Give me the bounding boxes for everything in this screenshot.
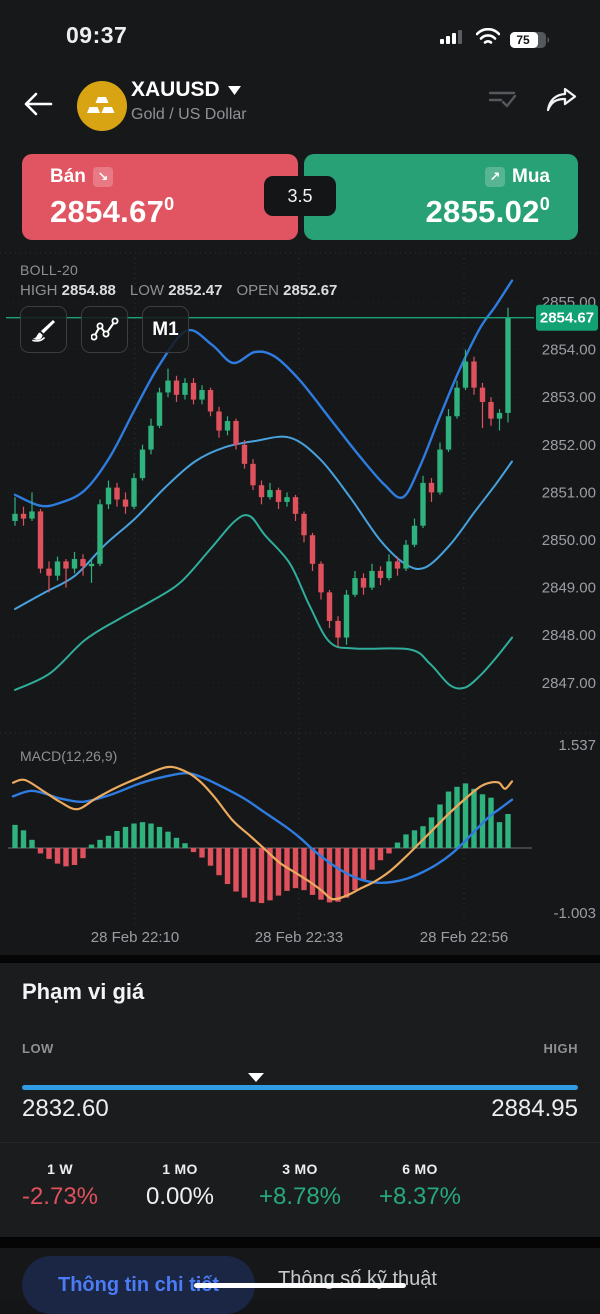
symbol-selector[interactable]: XAUUSD Gold / US Dollar — [131, 78, 247, 124]
indicator-label: BOLL-20 — [20, 262, 79, 278]
perf-3mo: 3 MO +8.78% — [258, 1161, 342, 1210]
range-high-label: HIGH — [543, 1041, 578, 1056]
back-button[interactable] — [16, 82, 60, 126]
range-low-value: 2832.60 — [22, 1095, 109, 1122]
bottom-tabs: Thông tin chi tiết Thông số kỹ thuật — [0, 1248, 600, 1314]
section-divider — [0, 1237, 600, 1248]
buy-arrow-icon: ↗ — [485, 167, 505, 187]
perf-6mo: 6 MO +8.37% — [378, 1161, 462, 1210]
home-indicator[interactable] — [194, 1283, 406, 1288]
buy-price: 2855.020 — [425, 194, 550, 229]
svg-text:2854.00: 2854.00 — [542, 342, 596, 359]
symbol-title: XAUUSD — [131, 78, 220, 101]
macd-label: MACD(12,26,9) — [20, 748, 118, 764]
svg-text:28 Feb 22:33: 28 Feb 22:33 — [255, 929, 343, 946]
svg-text:2850.00: 2850.00 — [542, 532, 596, 549]
price-chart[interactable]: 28 Feb 22:10 28 Feb 22:33 28 Feb 22:56 2855… — [0, 250, 600, 955]
svg-text:2852.00: 2852.00 — [542, 437, 596, 454]
svg-text:1.537: 1.537 — [558, 737, 596, 754]
polyline-icon — [90, 317, 118, 340]
chart-toolbar: M1 — [20, 306, 189, 353]
trade-row: Bán ↘ 2854.670 ↗ Mua 2855.020 3.5 — [0, 148, 600, 250]
wifi-icon — [475, 27, 501, 51]
price-range-slider[interactable] — [22, 1073, 578, 1090]
timeframe-button[interactable]: M1 — [142, 306, 189, 353]
share-icon[interactable] — [546, 86, 578, 119]
status-bar: 09:37 75 — [0, 0, 600, 64]
svg-text:28 Feb 22:10: 28 Feb 22:10 — [91, 929, 179, 946]
svg-text:28 Feb 22:56: 28 Feb 22:56 — [420, 929, 508, 946]
price-range-title: Phạm vi giá — [22, 979, 145, 1004]
dropdown-caret-icon — [227, 85, 241, 95]
brush-icon — [31, 319, 55, 342]
header: XAUUSD Gold / US Dollar — [0, 64, 600, 148]
performance-row: 1 W -2.73% 1 MO 0.00% 3 MO +8.78% 6 MO +… — [0, 1142, 600, 1238]
svg-text:2851.00: 2851.00 — [542, 484, 596, 501]
svg-text:-1.003: -1.003 — [553, 905, 596, 922]
symbol-subtitle: Gold / US Dollar — [131, 106, 247, 123]
range-high-value: 2884.95 — [491, 1095, 578, 1122]
svg-text:2853.00: 2853.00 — [542, 389, 596, 406]
svg-text:2854.67: 2854.67 — [540, 310, 594, 327]
svg-text:2848.00: 2848.00 — [542, 627, 596, 644]
cellular-icon — [440, 28, 466, 51]
watchlist-check-icon[interactable] — [488, 87, 518, 118]
range-low-label: LOW — [22, 1041, 54, 1056]
perf-1mo: 1 MO 0.00% — [145, 1161, 215, 1210]
sell-arrow-icon: ↘ — [92, 167, 113, 187]
svg-text:2849.00: 2849.00 — [542, 580, 596, 597]
back-arrow-icon — [24, 92, 53, 116]
draw-tool-button[interactable] — [20, 306, 67, 353]
section-divider — [0, 955, 600, 963]
gold-coin-icon — [76, 80, 128, 137]
sell-button[interactable]: Bán ↘ 2854.670 — [22, 154, 298, 240]
clock: 09:37 — [66, 22, 128, 48]
ohlc-info-line: HIGH 2854.88 LOW 2852.47 OPEN 2852.67 — [20, 282, 338, 299]
battery-percent-text: 75 — [516, 33, 530, 47]
svg-text:2847.00: 2847.00 — [542, 675, 596, 692]
battery-icon: 75 — [510, 31, 550, 49]
sell-price: 2854.670 — [50, 194, 175, 229]
sell-label: Bán — [50, 166, 86, 187]
buy-label: Mua — [512, 166, 550, 187]
candlestick-macd-chart[interactable]: 28 Feb 22:10 28 Feb 22:33 28 Feb 22:562855… — [0, 250, 600, 955]
slider-marker-icon — [247, 1073, 264, 1082]
price-range-section: Phạm vi giá LOW HIGH 2832.60 2884.95 — [0, 963, 600, 1142]
buy-button[interactable]: ↗ Mua 2855.020 — [304, 154, 578, 240]
perf-1w: 1 W -2.73% — [21, 1161, 99, 1210]
indicator-tool-button[interactable] — [81, 306, 128, 353]
spread-badge: 3.5 — [264, 176, 336, 216]
